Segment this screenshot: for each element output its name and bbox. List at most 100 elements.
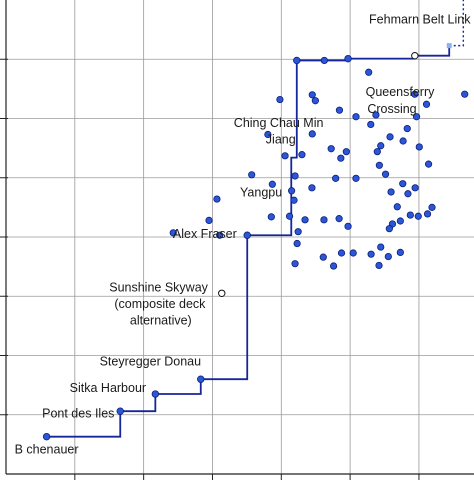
data-point-37: [461, 90, 469, 98]
labeled-point-6: [42, 432, 51, 441]
data-point-62: [205, 216, 213, 225]
data-point-6: [396, 248, 404, 257]
data-point-25: [387, 188, 395, 196]
data-point-17: [393, 203, 401, 211]
data-point-51: [386, 133, 394, 141]
annotation-5: Sunshine Skyway: [109, 281, 208, 295]
data-point-38: [422, 100, 431, 108]
data-point-2: [337, 249, 346, 257]
labeled-point-5: [344, 54, 352, 63]
data-point-21: [399, 180, 407, 188]
data-point-23: [291, 172, 299, 180]
annotation-7: alternative): [130, 314, 192, 328]
labeled-point-open-8: [411, 51, 419, 60]
data-point-57: [268, 180, 276, 188]
annotation-8: Yangpu: [240, 186, 282, 200]
data-point-39: [365, 68, 373, 76]
data-point-4: [367, 250, 375, 258]
data-point-1: [319, 253, 327, 261]
data-point-35: [412, 113, 421, 121]
data-point-40: [320, 56, 328, 65]
data-point-28: [332, 174, 340, 182]
data-point-12: [320, 216, 328, 224]
data-point-36: [411, 90, 419, 98]
annotation-9: Ching Chau Min: [234, 116, 324, 130]
data-point-33: [415, 143, 423, 151]
data-point-5: [384, 252, 392, 261]
grid: [6, 0, 474, 474]
labeled-point-2: [197, 375, 205, 383]
data-point-46: [327, 145, 335, 153]
data-point-55: [264, 130, 272, 139]
data-point-20: [423, 210, 432, 218]
data-point-24: [352, 174, 360, 182]
labeled-points: [42, 51, 419, 441]
data-point-9: [414, 212, 422, 220]
data-point-13: [335, 215, 343, 223]
data-point-45: [308, 130, 316, 138]
annotation-10: Jiang: [266, 132, 296, 146]
labeled-point-0: [116, 407, 124, 415]
data-point-64: [291, 260, 299, 268]
annotation-3: Steyregger Donau: [100, 355, 202, 369]
data-point-18: [406, 211, 414, 219]
data-point-56: [248, 171, 256, 179]
annotation-13: Fehmarn Belt Link: [369, 13, 471, 27]
data-point-7: [411, 184, 419, 192]
data-point-32: [403, 124, 411, 133]
data-point-50: [377, 142, 385, 150]
data-point-11: [301, 216, 309, 224]
data-point-70: [377, 243, 385, 251]
data-point-65: [329, 262, 338, 270]
annotation-6: (composite deck: [114, 297, 206, 311]
data-point-42: [335, 106, 344, 114]
annotation-11: Queensferry: [366, 85, 436, 99]
annotation-2: Sitka Harbour: [70, 381, 146, 395]
data-points: [169, 56, 469, 270]
annotation-4: Alex Fraser: [173, 227, 237, 241]
data-point-59: [213, 195, 221, 203]
data-point-34: [399, 137, 407, 145]
data-point-26: [381, 170, 390, 178]
data-point-10: [285, 212, 294, 220]
data-point-27: [424, 160, 433, 168]
data-point-29: [342, 148, 350, 156]
data-point-30: [375, 161, 383, 169]
data-point-68: [293, 239, 301, 248]
data-point-60: [216, 231, 224, 239]
data-point-43: [352, 113, 360, 121]
annotation-1: Pont des Iles: [42, 407, 114, 421]
data-point-49: [337, 154, 345, 162]
data-point-58: [267, 213, 275, 221]
data-point-19: [428, 203, 436, 211]
data-point-63: [288, 187, 296, 195]
data-point-52: [372, 111, 380, 119]
data-point-3: [349, 249, 357, 257]
data-point-8: [404, 190, 412, 198]
data-point-22: [308, 184, 316, 192]
labeled-point-1: [151, 390, 160, 398]
data-point-47: [298, 151, 306, 159]
data-point-67: [385, 225, 393, 233]
data-point-69: [294, 228, 302, 236]
labeled-point-open-7: [218, 289, 226, 297]
data-point-66: [375, 261, 383, 270]
data-point-48: [281, 152, 289, 160]
annotations: B chenauer Pont des Iles Sitka Harbour Stey…: [15, 13, 472, 457]
data-point-16: [396, 217, 404, 225]
data-point-0: [290, 196, 298, 204]
frontier-dashed-extension: [449, 0, 465, 47]
annotation-12: Crossing: [367, 102, 416, 116]
data-point-31: [373, 148, 381, 156]
data-point-41: [311, 97, 319, 105]
frontier-square-marker: [446, 43, 452, 49]
annotation-0: B chenauer: [15, 442, 79, 456]
data-point-53: [308, 91, 316, 99]
data-point-44: [367, 120, 375, 129]
labeled-point-4: [293, 56, 301, 65]
data-point-61: [169, 229, 177, 237]
data-point-54: [276, 95, 284, 104]
data-point-14: [344, 222, 352, 230]
